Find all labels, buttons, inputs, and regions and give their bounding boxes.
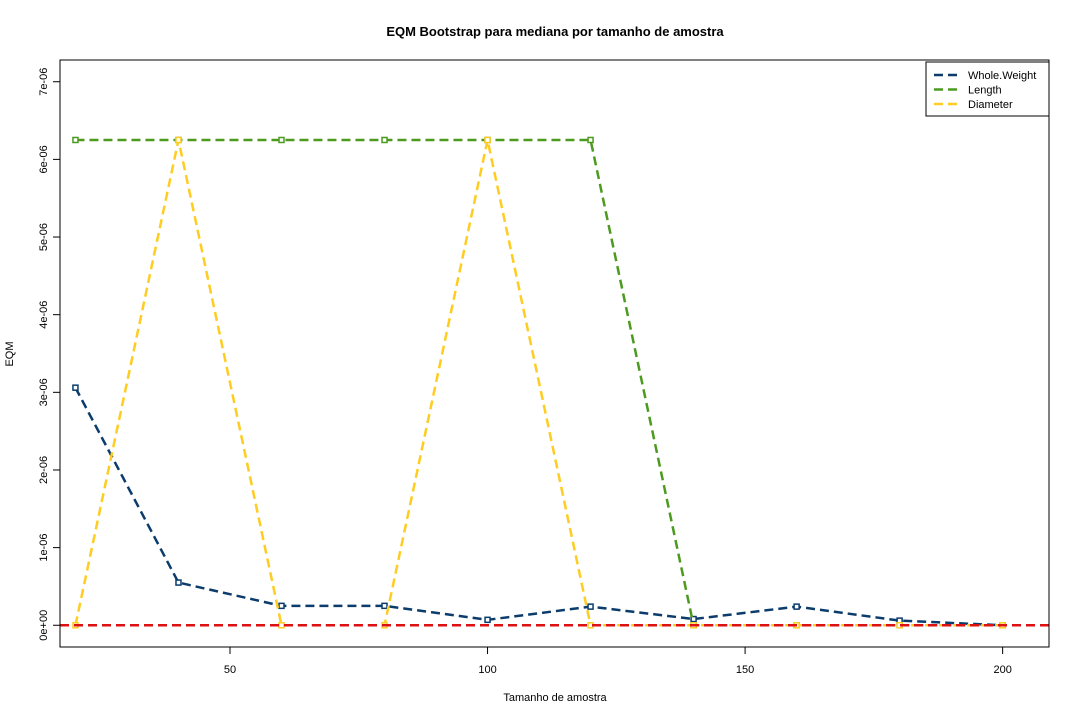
legend: Whole.Weight Length Diameter [925,61,1050,117]
data-point [587,136,594,144]
series-whole-weight [72,384,1006,629]
y-tick-label: 3e-06 [38,378,50,406]
x-axis: 50 100 150 200 [224,646,1012,676]
data-point [381,602,388,610]
data-point [175,579,182,586]
y-tick-label: 2e-06 [38,456,50,484]
legend-label: Diameter [968,99,1013,111]
legend-label: Length [968,85,1002,97]
y-tick-label: 0e+00 [38,610,50,641]
data-point [484,136,491,144]
y-tick-label: 6e-06 [38,145,50,173]
data-point [175,136,182,144]
series-line [74,387,1003,627]
data-point [381,136,388,144]
y-axis-label: EQM [4,341,16,366]
y-tick-label: 1e-06 [38,534,50,562]
plot-area [60,136,1049,629]
data-point [278,136,285,144]
data-point [72,136,79,144]
legend-box [925,61,1050,117]
y-axis: 0e+00 1e-06 2e-06 3e-06 4e-06 5e-06 6e-06 7e-06 [38,68,61,641]
x-axis-label: Tamanho de amostra [503,692,607,704]
chart-title: EQM Bootstrap para mediana por tamanho d… [386,24,724,39]
y-tick-label: 4e-06 [38,301,50,329]
data-point [484,616,491,624]
legend-label: Whole.Weight [968,70,1036,82]
x-tick-label: 150 [736,664,754,676]
data-point [278,602,285,610]
y-tick-label: 7e-06 [38,68,50,96]
x-tick-label: 200 [993,664,1011,676]
y-tick-label: 5e-06 [38,223,50,251]
x-tick-label: 100 [478,664,496,676]
x-tick-label: 50 [224,664,236,676]
data-point [587,603,594,610]
data-point [72,384,79,391]
data-point [793,603,800,610]
data-point [278,622,285,629]
data-point [690,615,697,623]
